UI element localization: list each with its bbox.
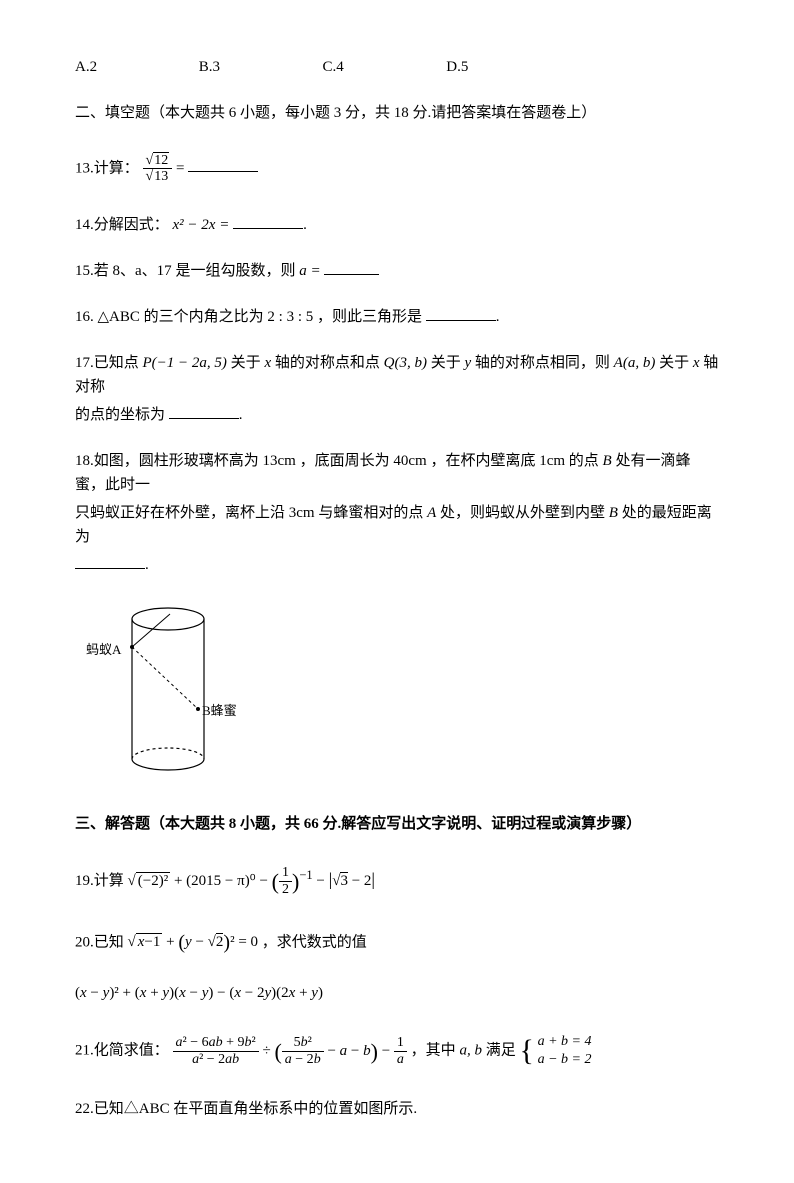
q16-end: . bbox=[496, 309, 500, 325]
q17-p: P(−1 − 2a, 5) bbox=[143, 355, 227, 371]
q17-line2: 的点的坐标为 . bbox=[75, 403, 719, 427]
q14: 14.分解因式： x² − 2x = . bbox=[75, 213, 719, 237]
q19: 19.计算 √(−2)² + (2015 − π)⁰ − (12)−1 − |√… bbox=[75, 864, 719, 899]
q17-t5: 关于 bbox=[659, 355, 689, 371]
ant-label: 蚂蚁A bbox=[86, 642, 122, 657]
honey-label: B蜂蜜 bbox=[202, 703, 237, 718]
q18-l2a: 只蚂蚁正好在杯外壁，离杯上沿 bbox=[75, 505, 285, 521]
q18-d2: 3cm bbox=[289, 505, 315, 521]
q16-mid: 的三个内角之比为 bbox=[144, 309, 264, 325]
q18-l2b: 与蜂蜜相对的点 bbox=[318, 505, 423, 521]
q16-prefix: 16. bbox=[75, 309, 94, 325]
q12-opt-c: C.4 bbox=[323, 55, 443, 79]
q17-t4: 轴的对称点相同，则 bbox=[475, 355, 610, 371]
q16-suffix: ，则此三角形是 bbox=[317, 309, 422, 325]
q13-prefix: 13.计算： bbox=[75, 160, 139, 176]
q16-blank bbox=[426, 305, 496, 321]
q17-prefix: 17.已知点 bbox=[75, 355, 139, 371]
q18-l1c: ，在杯内壁离底 bbox=[430, 453, 535, 469]
q18-l2c: 处，则蚂蚁从外壁到内壁 bbox=[440, 505, 605, 521]
q16-tri: △ABC bbox=[98, 309, 140, 325]
q19-prefix: 19.计算 bbox=[75, 873, 124, 889]
q17-blank bbox=[169, 403, 239, 419]
q16-ratio: 2 : 3 : 5 bbox=[267, 309, 313, 325]
q15: 15.若 8、a、17 是一组勾股数，则 a = bbox=[75, 259, 719, 283]
q20-prefix: 20.已知 bbox=[75, 934, 124, 950]
q18-A: A bbox=[427, 505, 436, 521]
q20-line1: 20.已知 √x−1 + (y − √2)² = 0 ，求代数式的值 bbox=[75, 927, 719, 959]
q21-prefix: 21.化简求值： bbox=[75, 1043, 169, 1059]
q17-t3: 关于 bbox=[431, 355, 461, 371]
q18-figure: 蚂蚁A B蜂蜜 bbox=[80, 599, 719, 787]
q18-line3: . bbox=[75, 553, 719, 577]
q13-equals: = bbox=[176, 160, 184, 176]
q14-blank bbox=[233, 213, 303, 229]
q21-sat: 满足 bbox=[486, 1043, 516, 1059]
q15-text: 是一组勾股数，则 bbox=[175, 263, 295, 279]
q18-d1: 1cm bbox=[539, 453, 565, 469]
q14-prefix: 14.分解因式： bbox=[75, 217, 169, 233]
q15-avar: a = bbox=[299, 263, 320, 279]
q14-end: . bbox=[303, 217, 307, 233]
q21: 21.化简求值： a² − 6ab + 9b²a² − 2ab ÷ (5b²a … bbox=[75, 1033, 719, 1069]
page-content: A.2 B.3 C.4 D.5 二、填空题（本大题共 6 小题，每小题 3 分，… bbox=[0, 0, 794, 1183]
q17-t2: 轴的对称点和点 bbox=[275, 355, 380, 371]
q21-mid: ，其中 bbox=[411, 1043, 456, 1059]
q18-line2: 只蚂蚁正好在杯外壁，离杯上沿 3cm 与蜂蜜相对的点 A 处，则蚂蚁从外壁到内壁… bbox=[75, 501, 719, 549]
q17-q: Q(3, b) bbox=[384, 355, 427, 371]
q12-options: A.2 B.3 C.4 D.5 bbox=[75, 55, 719, 79]
q12-opt-d: D.5 bbox=[446, 55, 546, 79]
q17-end: . bbox=[239, 407, 243, 423]
q18-l1a: 18.如图，圆柱形玻璃杯高为 bbox=[75, 453, 259, 469]
q17-x2: x bbox=[693, 355, 700, 371]
cylinder-svg: 蚂蚁A B蜂蜜 bbox=[80, 599, 240, 779]
q22: 22.已知△ABC 在平面直角坐标系中的位置如图所示. bbox=[75, 1097, 719, 1121]
q17-l2: 的点的坐标为 bbox=[75, 407, 165, 423]
q14-expr: x² − 2x = bbox=[173, 217, 230, 233]
brace-icon: { bbox=[519, 1036, 533, 1066]
q18-blank bbox=[75, 553, 145, 569]
q17-x: x bbox=[264, 355, 271, 371]
section3-heading: 三、解答题（本大题共 8 小题，共 66 分.解答应写出文字说明、证明过程或演算… bbox=[75, 812, 719, 836]
q16: 16. △ABC 的三个内角之比为 2 : 3 : 5 ，则此三角形是 . bbox=[75, 305, 719, 329]
q17-t1: 关于 bbox=[231, 355, 261, 371]
q19-expr: √(−2)² + (2015 − π)⁰ − (12)−1 − |√3 − 2| bbox=[128, 873, 376, 889]
q12-opt-b: B.3 bbox=[199, 55, 319, 79]
q21-expr: a² − 6ab + 9b²a² − 2ab ÷ (5b²a − 2b − a … bbox=[173, 1043, 411, 1059]
q13-fraction: √12 √13 bbox=[143, 153, 173, 185]
q18-l1b: ，底面周长为 bbox=[300, 453, 390, 469]
q15-nums: 8、a、17 bbox=[113, 263, 172, 279]
q20-cond: √x−1 + (y − √2)² = 0 bbox=[128, 934, 262, 950]
q18-B2: B bbox=[609, 505, 618, 521]
q12-opt-a: A.2 bbox=[75, 55, 195, 79]
q15-prefix: 15.若 bbox=[75, 263, 109, 279]
q13-blank bbox=[188, 156, 258, 172]
q15-blank bbox=[324, 259, 379, 275]
q18-h: 13cm bbox=[263, 453, 296, 469]
q21-system: a + b = 4 a − b = 2 bbox=[538, 1033, 592, 1069]
q17-y: y bbox=[464, 355, 471, 371]
q18-c: 40cm bbox=[393, 453, 426, 469]
q18-l1d: 的点 bbox=[569, 453, 599, 469]
q21-eq1: a + b = 4 bbox=[538, 1034, 592, 1049]
q18-line1: 18.如图，圆柱形玻璃杯高为 13cm ，底面周长为 40cm ，在杯内壁离底 … bbox=[75, 449, 719, 497]
q21-eq2: a − b = 2 bbox=[538, 1052, 592, 1067]
q13: 13.计算： √12 √13 = bbox=[75, 153, 719, 185]
q18-B: B bbox=[603, 453, 612, 469]
q21-ab: a, b bbox=[459, 1043, 482, 1059]
q20-mid: ，求代数式的值 bbox=[262, 934, 367, 950]
q17-line1: 17.已知点 P(−1 − 2a, 5) 关于 x 轴的对称点和点 Q(3, b… bbox=[75, 351, 719, 399]
section2-heading: 二、填空题（本大题共 6 小题，每小题 3 分，共 18 分.请把答案填在答题卷… bbox=[75, 101, 719, 125]
q18-end: . bbox=[145, 557, 149, 573]
q17-a: A(a, b) bbox=[614, 355, 656, 371]
q20-expr: (x − y)² + (x + y)(x − y) − (x − 2y)(2x … bbox=[75, 981, 719, 1005]
